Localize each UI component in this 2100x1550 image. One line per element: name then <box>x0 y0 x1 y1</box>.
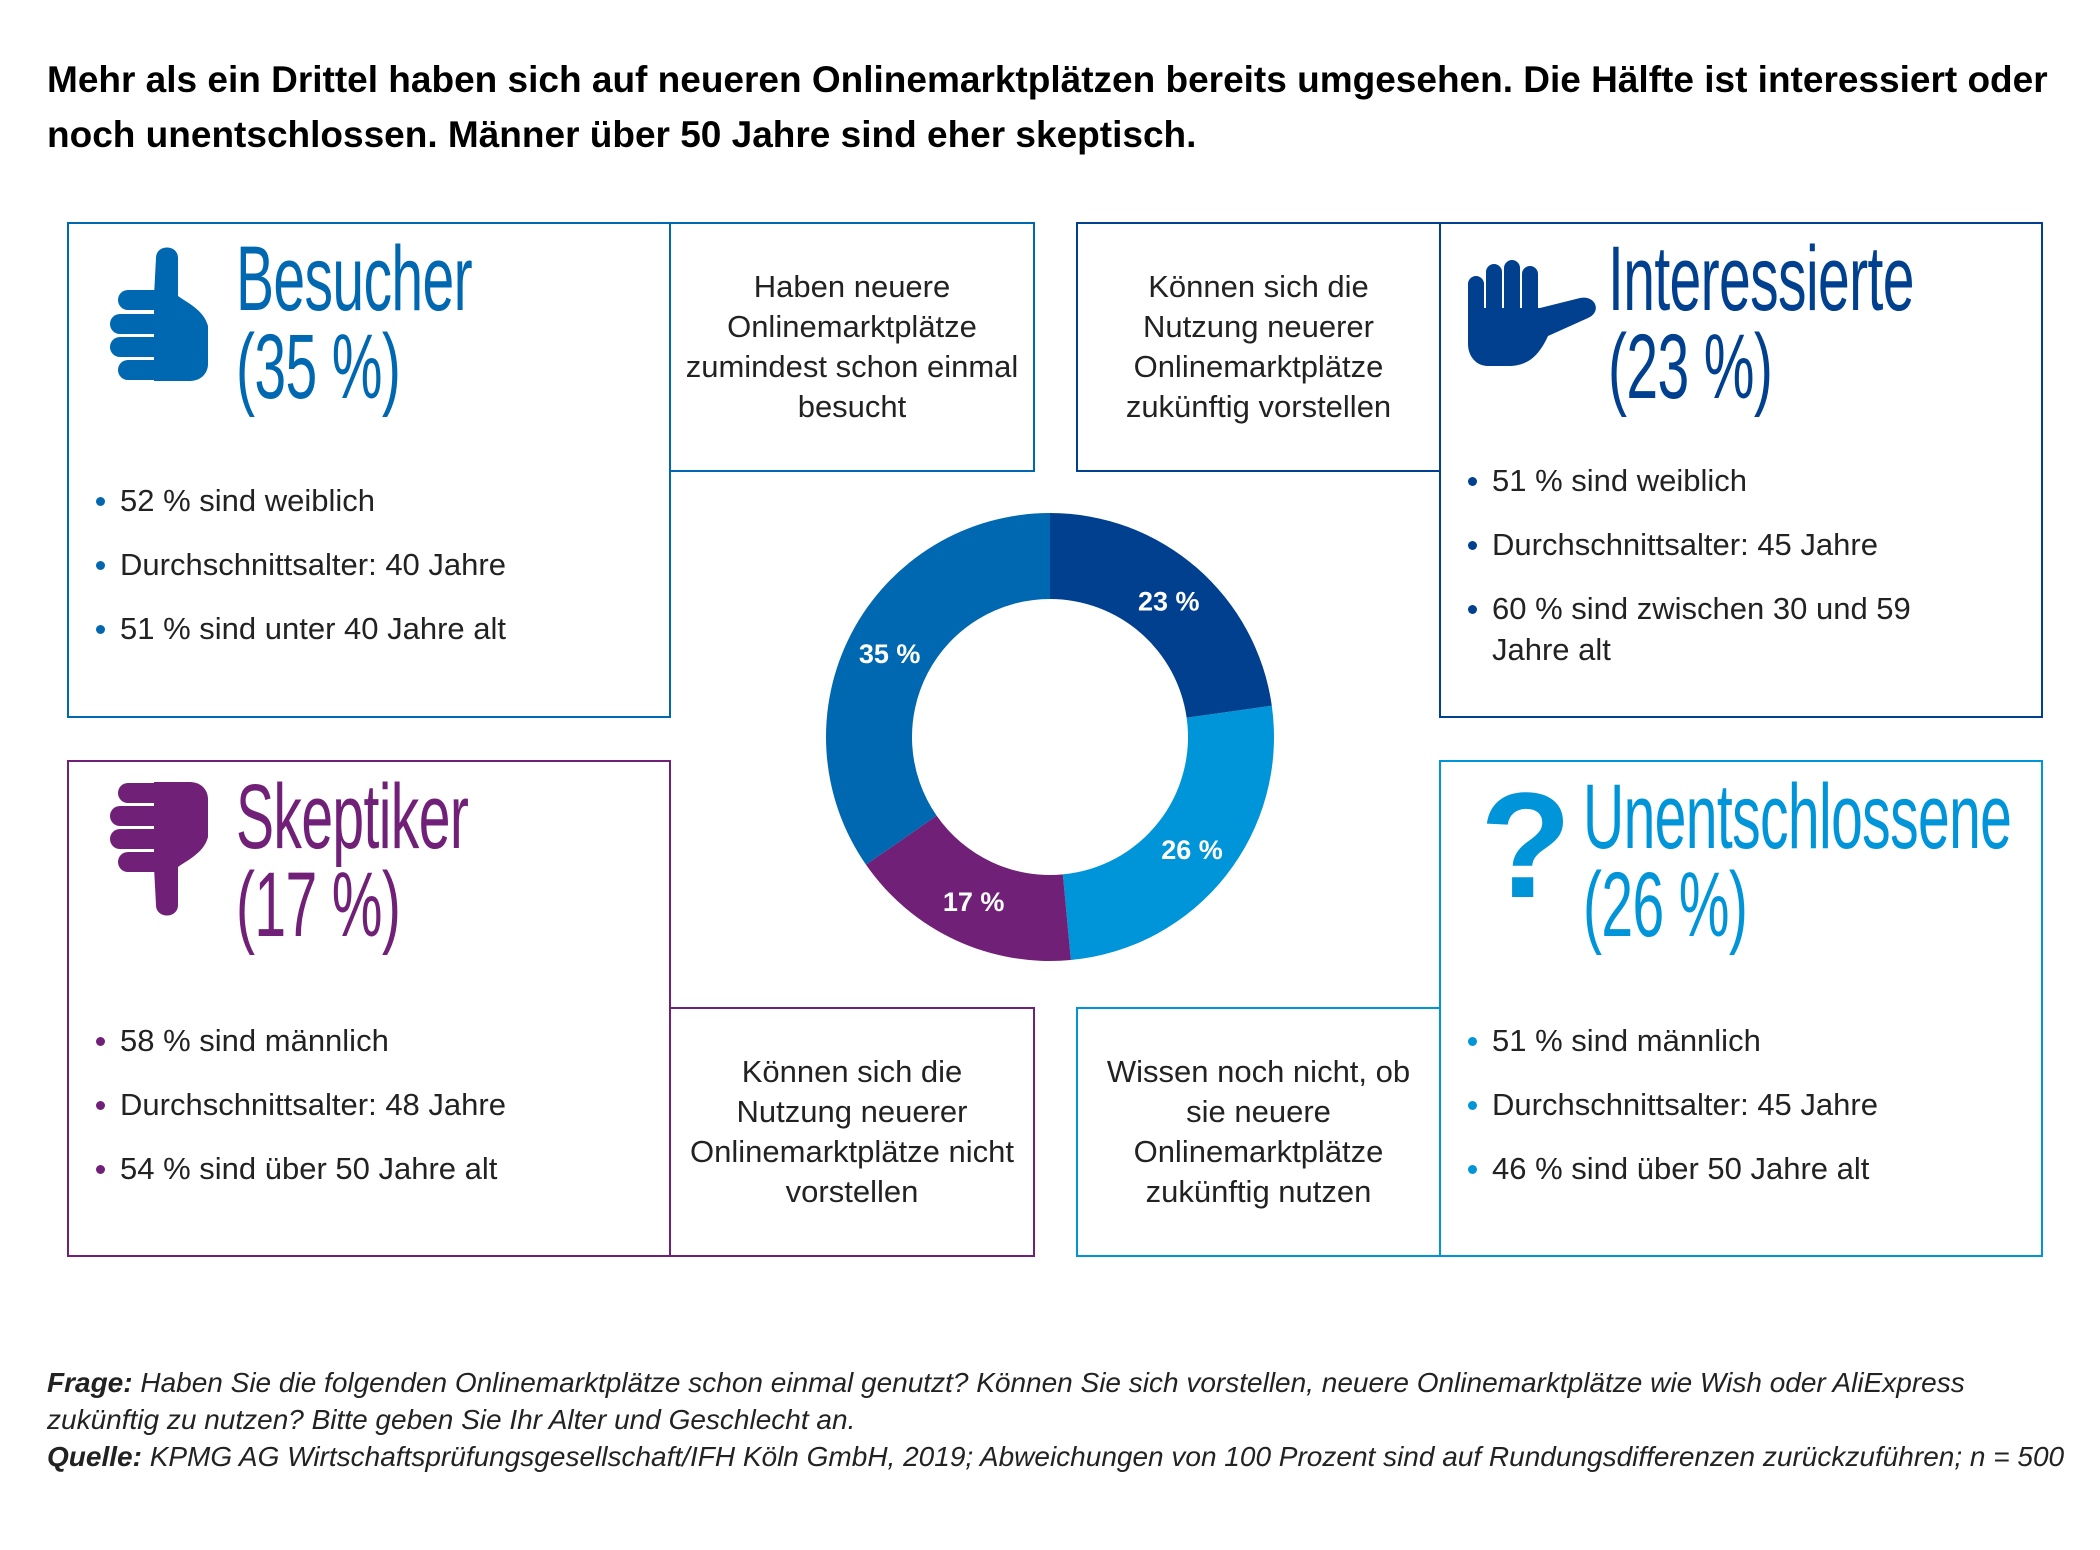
interessierte-percent: (23 %) <box>1608 316 1773 418</box>
bullet: 51 % sind weiblich <box>1466 460 1946 501</box>
bullet: Durchschnittsalter: 45 Jahre <box>1466 524 1946 565</box>
pointing-hand-icon <box>1468 260 1596 366</box>
thumbs-down-icon <box>110 782 208 916</box>
quelle-text: KPMG AG Wirtschaftsprüfungsgesellschaft/… <box>141 1441 2065 1472</box>
bullet: 46 % sind über 50 Jahre alt <box>1466 1148 1878 1189</box>
donut-slice-besucher <box>826 513 1050 865</box>
donut-slice-skeptiker <box>865 815 1071 961</box>
besucher-bullets: 52 % sind weiblich Durchschnittsalter: 4… <box>94 480 506 672</box>
unentschlossene-title: Unentschlossene <box>1583 766 2012 868</box>
source-note: Quelle: KPMG AG Wirtschaftsprüfungsgesel… <box>47 1438 2067 1475</box>
bullet: Durchschnittsalter: 48 Jahre <box>94 1084 506 1125</box>
bullet: Durchschnittsalter: 45 Jahre <box>1466 1084 1878 1125</box>
question-mark-icon: ? <box>1480 761 1572 929</box>
frage-text: Haben Sie die folgenden Onlinemarktplätz… <box>47 1367 1965 1435</box>
interessierte-bullets: 51 % sind weiblich Durchschnittsalter: 4… <box>1466 460 1946 693</box>
donut-label: 23 % <box>1138 586 1200 616</box>
thumbs-up-icon <box>110 247 208 381</box>
skeptiker-description: Können sich die Nutzung neuerer Onlinema… <box>669 1007 1035 1257</box>
skeptiker-percent: (17 %) <box>236 854 401 956</box>
besucher-percent: (35 %) <box>236 316 401 418</box>
bullet: 51 % sind männlich <box>1466 1020 1878 1061</box>
bullet: 58 % sind männlich <box>94 1020 506 1061</box>
unentschlossene-percent: (26 %) <box>1583 854 1748 956</box>
donut-slice-interessierte <box>1050 513 1272 718</box>
bullet: 60 % sind zwischen 30 und 59 Jahre alt <box>1466 588 1946 670</box>
interessierte-title: Interessierte <box>1608 228 1914 330</box>
skeptiker-title: Skeptiker <box>236 766 469 868</box>
bullet: 54 % sind über 50 Jahre alt <box>94 1148 506 1189</box>
page-title: Mehr als ein Drittel haben sich auf neue… <box>47 59 2048 155</box>
unentschlossene-description: Wissen noch nicht, ob sie neuere Onlinem… <box>1076 1007 1441 1257</box>
footer: Frage: Haben Sie die folgenden Onlinemar… <box>47 1364 2067 1475</box>
donut-label: 17 % <box>943 887 1005 917</box>
bullet: 52 % sind weiblich <box>94 480 506 521</box>
frage-label: Frage: <box>47 1367 133 1398</box>
question-note: Frage: Haben Sie die folgenden Onlinemar… <box>47 1364 2067 1438</box>
bullet: Durchschnittsalter: 40 Jahre <box>94 544 506 585</box>
donut-chart: 23 % 26 % 17 % 35 % <box>826 513 1274 961</box>
besucher-description: Haben neuere Onlinemarktplätze zumindest… <box>669 222 1035 472</box>
donut-slice-unentschlossene <box>1062 705 1274 961</box>
bullet: 51 % sind unter 40 Jahre alt <box>94 608 506 649</box>
skeptiker-bullets: 58 % sind männlich Durchschnittsalter: 4… <box>94 1020 506 1212</box>
interessierte-description: Können sich die Nutzung neuerer Onlinema… <box>1076 222 1441 472</box>
donut-label: 26 % <box>1161 835 1223 865</box>
unentschlossene-bullets: 51 % sind männlich Durchschnittsalter: 4… <box>1466 1020 1878 1212</box>
donut-label: 35 % <box>859 639 921 669</box>
quelle-label: Quelle: <box>47 1441 142 1472</box>
besucher-title: Besucher <box>236 228 473 330</box>
